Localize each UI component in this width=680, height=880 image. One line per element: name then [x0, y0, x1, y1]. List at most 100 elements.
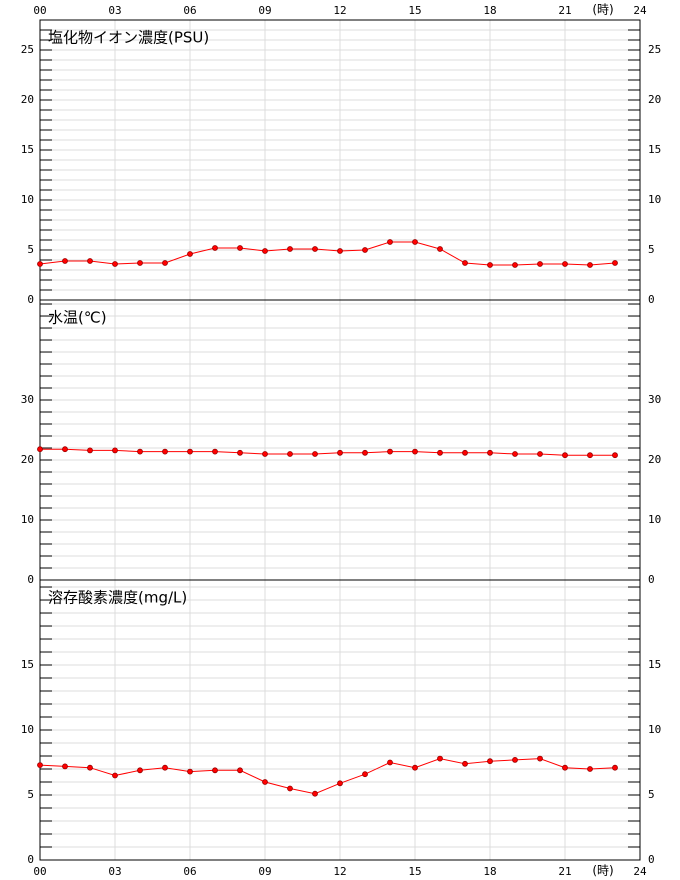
y-tick-label: 15	[21, 658, 34, 671]
data-point	[87, 447, 93, 454]
x-tick-label: 15	[408, 865, 421, 878]
data-point	[587, 262, 593, 268]
x-tick-label: 18	[483, 4, 496, 17]
data-point	[262, 779, 268, 785]
data-point	[162, 764, 168, 771]
data-point	[412, 239, 418, 245]
x-tick-label: 06	[183, 4, 196, 17]
data-point	[187, 251, 193, 257]
y-tick-label: 20	[21, 453, 34, 466]
data-point	[512, 262, 518, 268]
data-line	[39, 758, 616, 795]
data-point	[137, 767, 143, 774]
data-point	[137, 260, 143, 266]
x-tick-label: 21	[558, 4, 571, 17]
x-tick-label: 06	[183, 865, 196, 878]
data-point	[137, 448, 143, 455]
data-point	[237, 245, 243, 251]
y-tick-label-right: 15	[648, 658, 661, 671]
x-unit: (時)	[592, 3, 613, 17]
data-point	[612, 260, 618, 266]
data-point	[462, 260, 468, 266]
x-tick-label: 21	[558, 865, 571, 878]
data-point	[162, 260, 168, 266]
data-point	[312, 246, 318, 252]
data-point	[62, 446, 68, 453]
y-tick-label-right: 10	[648, 513, 661, 526]
data-line	[40, 448, 615, 456]
data-point	[37, 446, 43, 453]
x-tick-label: 15	[408, 4, 421, 17]
data-point	[362, 771, 368, 778]
y-tick-label: 0	[27, 573, 34, 586]
data-point	[587, 452, 593, 459]
y-tick-label: 15	[21, 143, 34, 156]
y-tick-label: 0	[27, 853, 34, 866]
data-point	[187, 448, 193, 455]
data-point	[362, 247, 368, 253]
data-point	[112, 772, 118, 779]
data-point	[287, 246, 293, 252]
data-point	[512, 757, 518, 763]
x-tick-label: 12	[333, 865, 346, 878]
y-tick-label-right: 10	[648, 723, 661, 736]
data-point	[412, 448, 418, 455]
data-point	[312, 790, 318, 797]
data-point	[487, 262, 493, 268]
x-tick-label: 24	[633, 865, 647, 878]
y-tick-label: 10	[21, 723, 34, 736]
data-point	[162, 448, 168, 455]
data-point	[112, 261, 118, 267]
data-point	[562, 764, 568, 771]
data-point	[462, 449, 468, 456]
data-point	[212, 767, 218, 774]
y-tick-label-right: 5	[648, 788, 655, 801]
y-tick-label: 5	[27, 243, 34, 256]
data-point	[437, 755, 443, 762]
x-tick-label: 00	[33, 865, 46, 878]
x-tick-label: 12	[333, 4, 346, 17]
data-point	[87, 764, 93, 771]
data-point	[612, 452, 618, 459]
y-tick-label-right: 20	[648, 93, 661, 106]
x-tick-label: 18	[483, 865, 496, 878]
y-tick-label-right: 10	[648, 193, 661, 206]
y-tick-label: 10	[21, 513, 34, 526]
data-point	[587, 766, 593, 772]
data-point	[562, 452, 568, 459]
data-point	[262, 451, 268, 457]
data-point	[62, 258, 68, 264]
data-point	[612, 764, 618, 771]
y-tick-label: 20	[21, 93, 34, 106]
data-point	[212, 448, 218, 455]
y-tick-label-right: 5	[648, 243, 655, 256]
data-point	[312, 451, 318, 457]
data-point	[187, 768, 193, 775]
y-tick-label-right: 30	[648, 393, 661, 406]
x-tick-label: 09	[258, 865, 271, 878]
data-point	[387, 759, 393, 766]
data-point	[337, 248, 343, 254]
y-tick-label-right: 20	[648, 453, 661, 466]
data-point	[537, 261, 543, 267]
data-point	[387, 239, 393, 245]
y-tick-label: 25	[21, 43, 34, 56]
data-point	[112, 447, 118, 454]
x-tick-label: 00	[33, 4, 46, 17]
panel-title: 水温(℃)	[48, 309, 107, 327]
data-point	[362, 449, 368, 456]
y-tick-label: 30	[21, 393, 34, 406]
data-point	[237, 767, 243, 774]
data-point	[487, 449, 493, 456]
data-point	[412, 764, 418, 771]
y-tick-label: 5	[27, 788, 34, 801]
data-point	[37, 261, 43, 267]
x-tick-label: 03	[108, 4, 121, 17]
data-point	[212, 245, 218, 251]
data-point	[262, 248, 268, 254]
x-unit: (時)	[592, 864, 613, 878]
data-point	[237, 449, 243, 456]
data-point	[437, 449, 443, 456]
